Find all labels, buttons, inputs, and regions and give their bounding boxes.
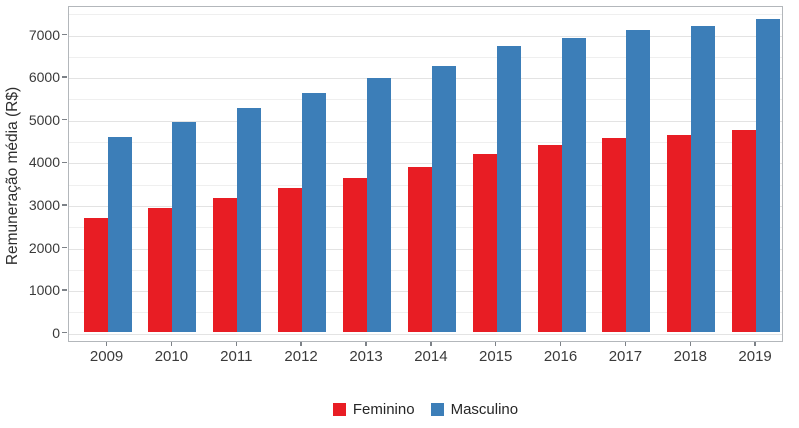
bar-masculino-2018: [691, 25, 716, 332]
x-tick-mark-2018: [689, 342, 691, 346]
y-tick-label-5000: 5000: [28, 111, 60, 128]
y-tick-label-7000: 7000: [28, 26, 60, 43]
x-tick-label-2009: 2009: [89, 348, 124, 365]
bar-feminino-2017: [602, 138, 627, 332]
x-tick-label-2013: 2013: [349, 348, 383, 365]
bar-masculino-2011: [237, 107, 262, 332]
bar-feminino-2011: [213, 197, 238, 332]
y-tick-label-1000: 1000: [28, 282, 60, 299]
y-tick-mark-7000: [62, 33, 67, 36]
x-tick-label-2012: 2012: [284, 348, 318, 365]
x-tick-label-2018: 2018: [673, 348, 707, 365]
feminino-color-swatch: [332, 403, 346, 416]
bar-masculino-2019: [756, 19, 781, 332]
bar-feminino-2019: [732, 130, 757, 332]
bar-masculino-2015: [496, 45, 521, 332]
bar-feminino-2014: [407, 167, 432, 332]
legend-item-masculino: Masculino: [430, 401, 519, 418]
legend-item-feminino: Feminino: [332, 401, 415, 418]
bar-feminino-2016: [537, 144, 562, 332]
major-gridline-4000: [69, 163, 782, 165]
x-tick-mark-2015: [494, 342, 497, 346]
bar-masculino-2013: [367, 77, 391, 332]
bar-masculino-2017: [626, 30, 651, 332]
x-tick-mark-2009: [105, 342, 108, 346]
y-tick-mark-6000: [62, 76, 67, 78]
y-tick-mark-3000: [62, 204, 67, 206]
major-gridline-0: [69, 333, 782, 335]
x-tick-mark-2014: [430, 342, 432, 346]
x-tick-mark-2010: [170, 342, 173, 346]
x-tick-label-2016: 2016: [543, 348, 578, 365]
minor-gridline-5500: [69, 99, 782, 101]
legend: Feminino Masculino: [68, 401, 783, 418]
bar-feminino-2012: [278, 187, 303, 332]
bar-masculino-2009: [107, 136, 132, 332]
minor-gridline-7500: [69, 14, 782, 16]
x-tick-mark-2016: [559, 342, 562, 346]
y-tick-label-0: 0: [52, 324, 60, 341]
y-tick-label-4000: 4000: [28, 154, 60, 171]
x-tick-mark-2019: [754, 342, 756, 346]
y-tick-mark-0: [62, 331, 67, 334]
bar-masculino-2012: [302, 92, 327, 332]
x-tick-label-2010: 2010: [154, 348, 189, 365]
bar-masculino-2016: [561, 38, 586, 332]
y-tick-label-3000: 3000: [28, 196, 60, 213]
y-tick-mark-1000: [62, 289, 67, 291]
x-tick-label-2017: 2017: [608, 348, 643, 365]
legend-label-feminino: Feminino: [352, 401, 415, 418]
x-tick-label-2011: 2011: [220, 348, 253, 365]
x-tick-mark-2012: [300, 342, 302, 346]
x-tick-label-2014: 2014: [414, 348, 448, 365]
x-tick-label-2015: 2015: [479, 348, 513, 365]
x-tick-mark-2017: [624, 342, 627, 346]
x-tick-mark-2011: [235, 342, 237, 346]
minor-gridline-4500: [69, 142, 782, 143]
y-tick-label-2000: 2000: [28, 239, 60, 256]
major-gridline-6000: [69, 78, 782, 80]
masculino-color-swatch: [430, 403, 444, 416]
major-gridline-5000: [69, 120, 782, 122]
bar-masculino-2010: [172, 121, 197, 332]
y-tick-mark-2000: [62, 246, 67, 249]
x-tick-label-2019: 2019: [738, 348, 772, 365]
bar-masculino-2014: [431, 65, 456, 332]
x-tick-mark-2013: [365, 342, 367, 346]
bar-feminino-2018: [667, 135, 692, 332]
minor-gridline-6500: [69, 56, 782, 58]
y-tick-mark-4000: [62, 161, 67, 163]
bar-feminino-2015: [472, 153, 497, 332]
major-gridline-7000: [69, 35, 782, 37]
bar-feminino-2009: [83, 217, 108, 332]
y-tick-label-6000: 6000: [28, 69, 60, 86]
plot-panel: [68, 6, 783, 342]
bar-feminino-2010: [148, 208, 173, 332]
y-tick-mark-5000: [62, 118, 67, 121]
legend-label-masculino: Masculino: [450, 401, 519, 418]
bar-feminino-2013: [343, 177, 367, 332]
